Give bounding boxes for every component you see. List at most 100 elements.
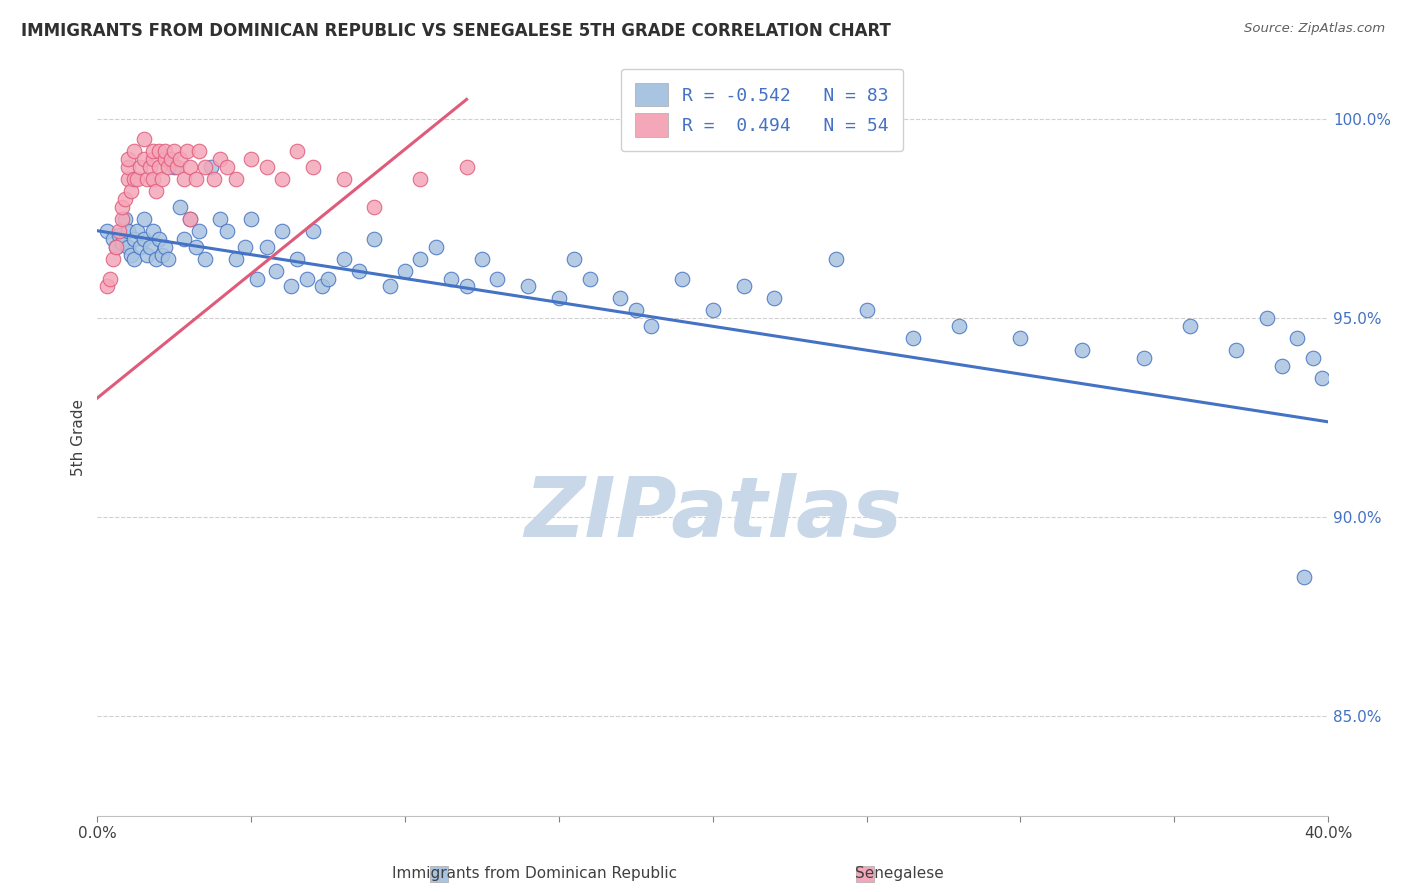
Point	[200, 160, 222, 174]
Point	[184, 240, 207, 254]
Point	[256, 160, 278, 174]
Point	[132, 211, 155, 226]
Point	[1225, 343, 1247, 358]
Point	[194, 252, 217, 266]
Text: ZIPatlas: ZIPatlas	[524, 473, 901, 554]
Point	[96, 279, 118, 293]
Point	[301, 224, 323, 238]
Point	[486, 271, 509, 285]
Point	[117, 160, 139, 174]
Point	[246, 271, 269, 285]
Point	[425, 240, 447, 254]
Point	[108, 224, 131, 238]
Point	[179, 211, 201, 226]
Point	[135, 172, 157, 186]
Point	[240, 152, 263, 166]
Point	[332, 252, 354, 266]
Point	[763, 292, 786, 306]
Point	[104, 240, 127, 254]
Point	[157, 160, 180, 174]
Point	[456, 160, 478, 174]
Point	[120, 247, 142, 261]
Point	[166, 160, 188, 174]
Point	[142, 152, 165, 166]
Point	[111, 235, 134, 250]
Point	[578, 271, 600, 285]
Point	[101, 232, 124, 246]
Point	[948, 319, 970, 334]
Point	[173, 172, 195, 186]
Point	[104, 240, 127, 254]
Point	[169, 200, 191, 214]
Point	[142, 144, 165, 158]
Point	[409, 172, 432, 186]
Point	[138, 240, 160, 254]
Point	[733, 279, 755, 293]
Point	[702, 303, 724, 318]
Y-axis label: 5th Grade: 5th Grade	[72, 400, 86, 476]
Point	[117, 240, 139, 254]
Point	[264, 263, 287, 277]
Point	[285, 252, 308, 266]
Point	[132, 152, 155, 166]
Point	[824, 252, 846, 266]
Text: IMMIGRANTS FROM DOMINICAN REPUBLIC VS SENEGALESE 5TH GRADE CORRELATION CHART: IMMIGRANTS FROM DOMINICAN REPUBLIC VS SE…	[21, 22, 891, 40]
Point	[98, 271, 121, 285]
Point	[108, 227, 131, 242]
Point	[111, 200, 134, 214]
Point	[124, 144, 146, 158]
Point	[169, 152, 191, 166]
Point	[1178, 319, 1201, 334]
Point	[517, 279, 540, 293]
Point	[271, 172, 294, 186]
Point	[127, 224, 149, 238]
Point	[271, 224, 294, 238]
Point	[332, 172, 354, 186]
Point	[132, 232, 155, 246]
Point	[256, 240, 278, 254]
Point	[562, 252, 585, 266]
Point	[215, 160, 238, 174]
Point	[316, 271, 339, 285]
Point	[117, 152, 139, 166]
Point	[187, 144, 209, 158]
Point	[117, 172, 139, 186]
Point	[117, 224, 139, 238]
Point	[96, 224, 118, 238]
Point	[148, 160, 170, 174]
Point	[1256, 311, 1278, 326]
Point	[901, 331, 924, 345]
Point	[157, 252, 180, 266]
Point	[295, 271, 318, 285]
Point	[101, 252, 124, 266]
Point	[145, 184, 167, 198]
Text: Source: ZipAtlas.com: Source: ZipAtlas.com	[1244, 22, 1385, 36]
Point	[347, 263, 370, 277]
Point	[548, 292, 571, 306]
Point	[394, 263, 416, 277]
Point	[471, 252, 494, 266]
Point	[142, 172, 165, 186]
Point	[671, 271, 693, 285]
Point	[640, 319, 662, 334]
Point	[378, 279, 401, 293]
Point	[202, 172, 225, 186]
Point	[456, 279, 478, 293]
Point	[409, 252, 432, 266]
Point	[163, 144, 186, 158]
Text: Immigrants from Dominican Republic: Immigrants from Dominican Republic	[392, 866, 676, 881]
Legend: R = -0.542   N = 83, R =  0.494   N = 54: R = -0.542 N = 83, R = 0.494 N = 54	[620, 69, 903, 151]
Point	[150, 172, 173, 186]
Point	[1132, 351, 1154, 366]
Point	[215, 224, 238, 238]
Point	[179, 211, 201, 226]
Point	[114, 211, 136, 226]
Point	[179, 160, 201, 174]
Text: Senegalese: Senegalese	[855, 866, 945, 881]
Point	[1271, 359, 1294, 373]
Point	[363, 200, 385, 214]
Point	[363, 232, 385, 246]
Point	[138, 160, 160, 174]
Point	[124, 172, 146, 186]
Point	[145, 252, 167, 266]
